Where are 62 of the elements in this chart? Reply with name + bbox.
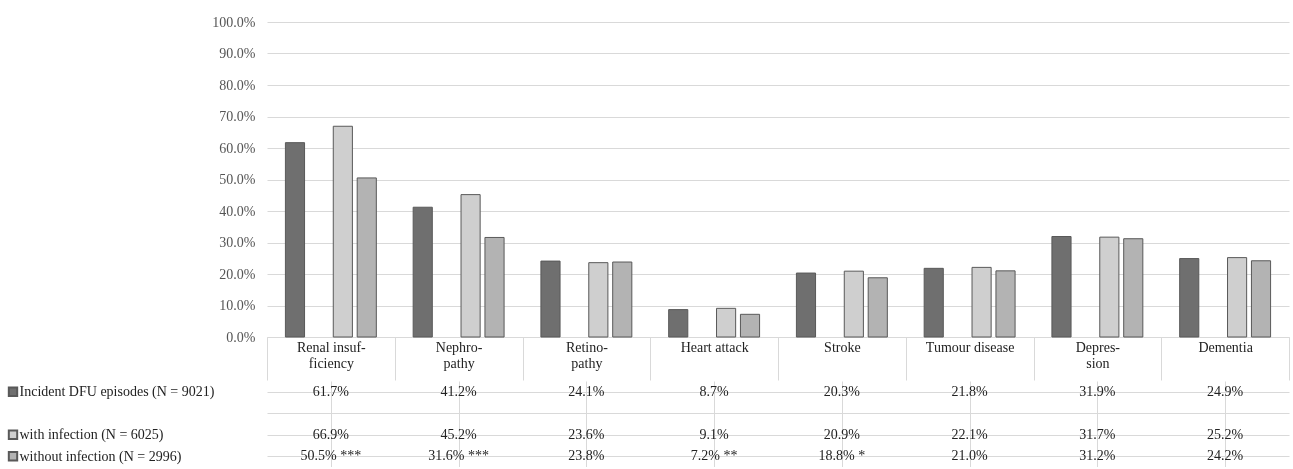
y-tick-label: 40.0% <box>219 203 256 219</box>
y-tick-label: 30.0% <box>219 235 256 250</box>
bar <box>1179 258 1200 338</box>
y-tick-label: 70.0% <box>219 109 256 124</box>
data-label: 31.2% <box>1079 448 1116 464</box>
bar <box>739 313 761 338</box>
data-label: 9.1% <box>699 426 730 442</box>
data-label: 31.9% <box>1079 383 1116 399</box>
data-label: 20.9% <box>823 426 861 442</box>
x-tick-label: Renal insuf- ficiency <box>296 339 367 371</box>
x-tick-label: Stroke <box>824 339 861 355</box>
x-tick-label: Heart attack <box>680 339 749 355</box>
bar <box>923 267 944 338</box>
data-label: 21.0% <box>951 448 989 464</box>
data-label: 41.2% <box>440 383 478 399</box>
x-tick-label: Nephro- pathy <box>435 339 483 371</box>
y-tick-label: 0.0% <box>226 329 256 345</box>
data-label: 22.1% <box>951 426 989 442</box>
data-label: 31.6% *** <box>428 448 489 464</box>
bar <box>1051 236 1072 338</box>
bar <box>668 309 689 338</box>
bar <box>795 272 817 338</box>
x-tick-label: Dementia <box>1198 339 1254 355</box>
data-label: 21.8% <box>951 383 989 399</box>
data-label: 66.9% <box>312 426 350 442</box>
data-label: 8.7% <box>699 383 730 399</box>
x-tick-label: Depres- sion <box>1075 339 1121 371</box>
data-label: 18.8% * <box>818 448 866 464</box>
data-label: 23.6% <box>568 426 605 442</box>
y-tick-label: 10.0% <box>219 298 256 313</box>
legend-label: with infection (N = 6025) <box>19 427 164 444</box>
y-tick-label: 60.0% <box>219 140 256 156</box>
bar <box>1123 238 1144 338</box>
y-tick-label: 80.0% <box>219 77 256 93</box>
bar <box>540 260 561 338</box>
bar <box>995 270 1016 338</box>
bar <box>867 277 888 338</box>
x-tick-label: Retino- pathy <box>565 339 609 371</box>
bar <box>484 236 505 338</box>
bar <box>412 206 433 338</box>
data-label: 25.2% <box>1207 426 1244 442</box>
legend-label: Incident DFU episodes (N = 9021) <box>19 384 215 401</box>
bar <box>612 261 633 338</box>
data-label: 20.3% <box>823 383 861 399</box>
legend-label: without infection (N = 2996) <box>19 448 182 465</box>
data-label: 24.2% <box>1207 448 1244 464</box>
data-label: 45.2% <box>440 426 478 442</box>
data-label: 24.1% <box>568 383 605 399</box>
data-label: 7.2% ** <box>690 448 738 464</box>
y-tick-label: 50.0% <box>219 172 256 187</box>
bar <box>284 142 306 338</box>
data-label: 61.7% <box>312 383 350 399</box>
data-label: 23.8% <box>568 448 605 464</box>
x-tick-label: Tumour disease <box>925 339 1015 355</box>
bar <box>356 177 377 338</box>
y-tick-label: 20.0% <box>219 266 256 282</box>
data-label: 24.9% <box>1207 383 1244 399</box>
y-tick-label: 90.0% <box>219 46 256 61</box>
data-label: 31.7% <box>1079 426 1116 442</box>
y-tick-label: 100.0% <box>212 14 256 30</box>
bar <box>1250 260 1272 338</box>
data-label: 50.5% *** <box>300 448 362 464</box>
